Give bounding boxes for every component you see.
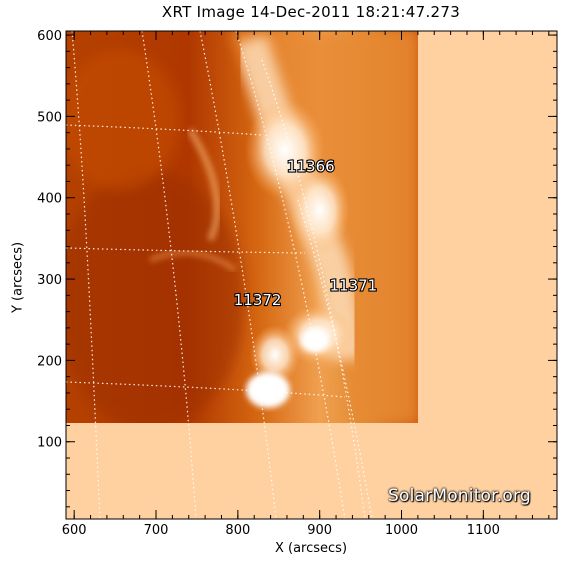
- axes-frame: [65, 30, 558, 520]
- region-labels: 11366 11372 11371: [233, 157, 379, 311]
- y-tick-label: 200: [37, 354, 62, 369]
- heliographic-grid: [66, 31, 373, 519]
- solarmonitor-watermark: SolarMonitor.org: [388, 486, 531, 506]
- y-tick-label: 100: [37, 436, 62, 451]
- y-axis-label: Y (arcsecs): [10, 241, 26, 314]
- axis-ticks: 600 700 800 900 1000 1100 100 200 300 400 500 600: [37, 29, 557, 538]
- x-axis-label: X (arcsecs): [274, 541, 348, 556]
- x-tick-label: 1100: [467, 523, 500, 538]
- active-region-label: 11366: [287, 158, 335, 176]
- x-tick-label: 1000: [385, 523, 418, 538]
- image-title: XRT Image 14-Dec-2011 18:21:47.273: [161, 3, 461, 21]
- active-region-label: 11372: [234, 291, 282, 309]
- active-region-label: 11371: [330, 276, 378, 294]
- x-tick-label: 800: [225, 523, 250, 538]
- x-tick-label: 900: [307, 523, 332, 538]
- x-tick-label: 600: [62, 523, 87, 538]
- y-tick-label: 300: [37, 273, 62, 288]
- y-tick-label: 500: [37, 110, 62, 125]
- y-tick-label: 600: [37, 29, 62, 44]
- solar-xray-image: [66, 31, 418, 423]
- y-tick-label: 400: [37, 192, 62, 207]
- x-tick-label: 700: [144, 523, 169, 538]
